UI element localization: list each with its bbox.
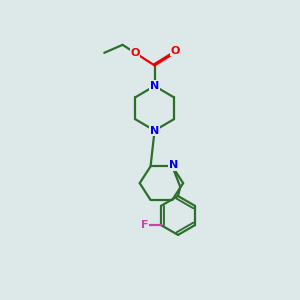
Text: F: F: [141, 220, 148, 230]
Text: N: N: [150, 81, 159, 91]
Text: N: N: [150, 126, 159, 136]
Text: O: O: [170, 46, 180, 56]
Text: O: O: [130, 48, 140, 58]
Text: N: N: [169, 160, 178, 170]
